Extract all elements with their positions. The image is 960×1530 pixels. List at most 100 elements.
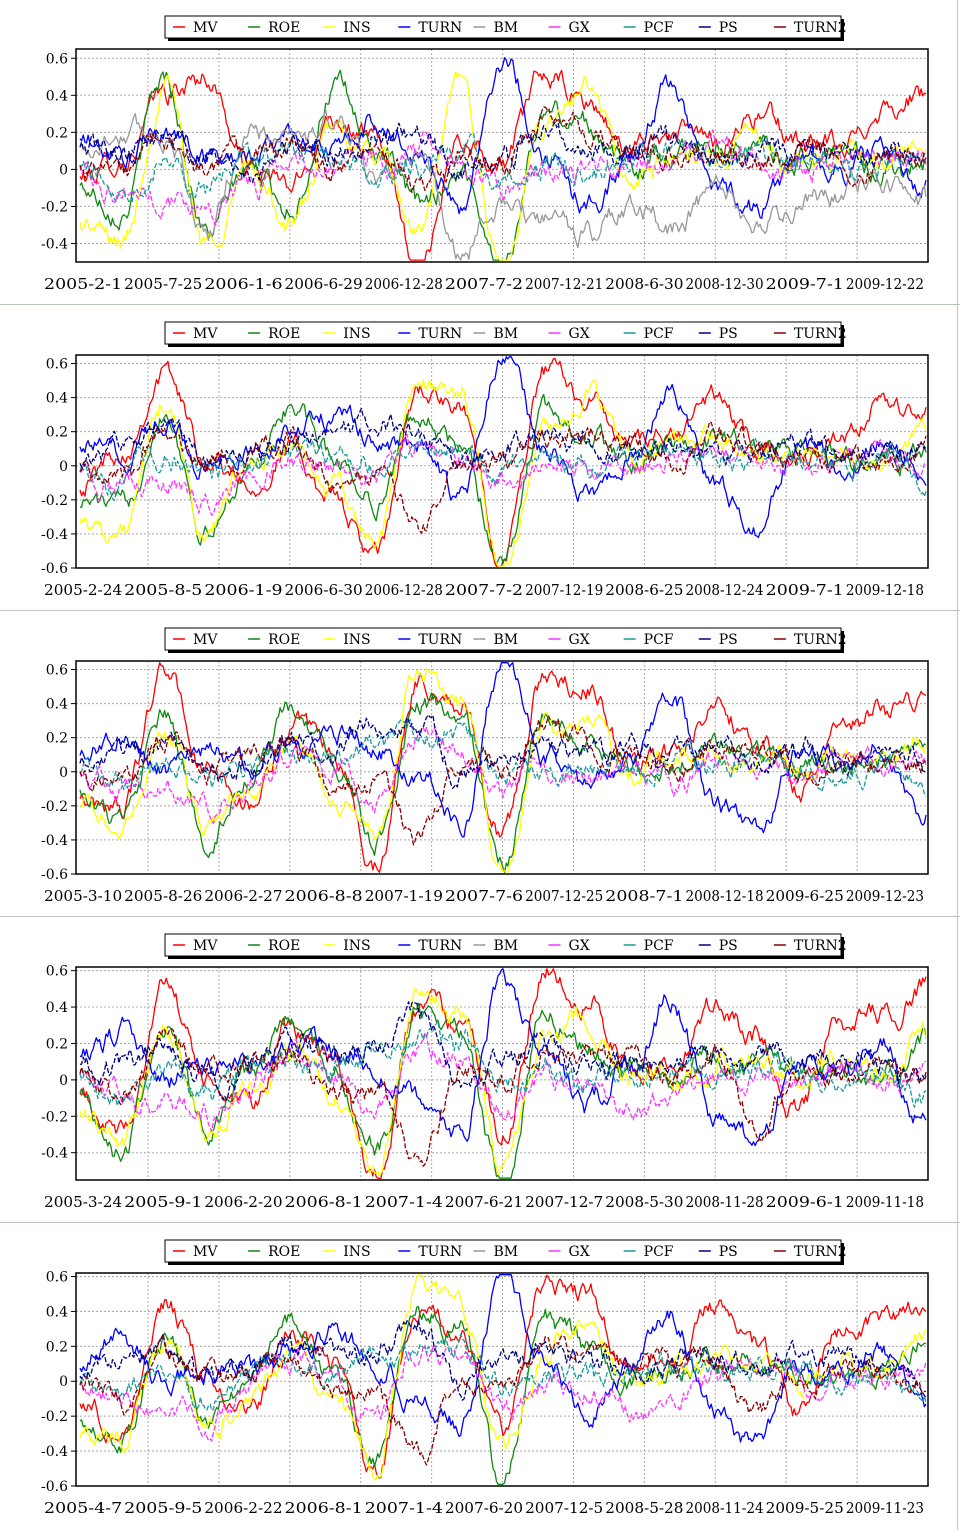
x-tick-label: 2009-5-25 xyxy=(766,1501,844,1517)
y-tick-label: -0.2 xyxy=(41,799,68,815)
x-tick-label: 2008-6-30 xyxy=(605,277,683,293)
plot-frame xyxy=(75,660,929,875)
x-tick-label: 2008-5-30 xyxy=(605,1195,683,1211)
y-tick-label: 0 xyxy=(59,1073,68,1089)
legend-label-ins: INS xyxy=(343,20,370,36)
panel-frame-edge xyxy=(957,918,958,1224)
legend-box xyxy=(164,321,842,345)
x-tick-label: 2006-6-30 xyxy=(285,583,363,599)
y-tick-label: -0.4 xyxy=(41,527,68,543)
plot-frame xyxy=(75,354,929,569)
legend-label-bm: BM xyxy=(493,1244,518,1260)
panel-separator xyxy=(0,610,960,611)
series-line-pcf xyxy=(79,132,927,203)
legend-label-turn2: TURN2 xyxy=(794,1244,847,1260)
chart-svg: 0.6 0.4 0.2 0 -0.2 -0.4 -0.6 2005-3-10 2005-8-26… xyxy=(41,627,929,905)
legend-label-turn2: TURN2 xyxy=(794,20,847,36)
y-tick-label: -0.6 xyxy=(41,867,68,883)
panel-frame-edge xyxy=(957,306,958,612)
legend-label-mv: MV xyxy=(193,326,218,342)
legend-label-turn2: TURN2 xyxy=(794,326,847,342)
legend-label-pcf: PCF xyxy=(644,938,674,954)
legend-label-turn: TURN xyxy=(418,632,462,648)
y-tick-label: 0.4 xyxy=(46,697,68,713)
x-tick-label: 2005-2-24 xyxy=(44,583,122,599)
chart-panel-5: 0.6 0.4 0.2 0 -0.2 -0.4 -0.6 2005-4-7 2005-9-5 20… xyxy=(0,1224,958,1530)
chart-panel-2: 0.6 0.4 0.2 0 -0.2 -0.4 -0.6 2005-2-24 2005-8-5 2… xyxy=(0,306,958,612)
legend-label-pcf: PCF xyxy=(644,1244,674,1260)
series-line-bm xyxy=(79,109,927,261)
x-tick-label: 2006-2-27 xyxy=(204,889,282,905)
legend-label-bm: BM xyxy=(493,326,518,342)
chart-panel-3: 0.6 0.4 0.2 0 -0.2 -0.4 -0.6 2005-3-10 2005-8-26… xyxy=(0,612,958,918)
y-tick-label: 0.2 xyxy=(46,1339,68,1355)
legend-label-turn: TURN xyxy=(418,1244,462,1260)
x-tick-label: 2008-11-28 xyxy=(685,1195,763,1211)
legend-label-roe: ROE xyxy=(268,326,300,342)
legend-label-ps: PS xyxy=(719,1244,738,1260)
series-line-turn2 xyxy=(79,715,927,846)
legend-label-bm: BM xyxy=(493,938,518,954)
legend-label-ins: INS xyxy=(343,632,370,648)
series-line-turn xyxy=(79,1274,927,1443)
legend-label-mv: MV xyxy=(193,20,218,36)
x-tick-label: 2007-7-6 xyxy=(445,889,523,905)
legend-label-ins: INS xyxy=(343,938,370,954)
x-tick-label: 2008-12-18 xyxy=(685,889,763,905)
series-line-pcf xyxy=(79,435,927,502)
x-tick-label: 2005-3-10 xyxy=(44,889,122,905)
series-line-turn2 xyxy=(79,1333,927,1466)
legend-box xyxy=(164,1239,842,1263)
x-tick-label: 2006-8-8 xyxy=(285,889,363,905)
legend-label-bm: BM xyxy=(493,632,518,648)
legend-label-gx: GX xyxy=(569,632,590,648)
x-tick-label: 2008-6-25 xyxy=(605,583,683,599)
x-tick-label: 2009-11-18 xyxy=(846,1195,924,1211)
legend-label-mv: MV xyxy=(193,1244,218,1260)
plot-frame xyxy=(75,1272,929,1487)
y-tick-label: 0.6 xyxy=(46,663,68,679)
legend-label-gx: GX xyxy=(569,1244,590,1260)
y-tick-label: -0.4 xyxy=(41,1444,68,1460)
x-tick-label: 2007-1-4 xyxy=(365,1195,443,1211)
legend-label-ps: PS xyxy=(719,326,738,342)
legend-label-roe: ROE xyxy=(268,938,300,954)
y-tick-label: 0.6 xyxy=(46,1269,68,1285)
x-tick-label: 2006-12-28 xyxy=(365,583,443,599)
series-line-mv xyxy=(79,69,927,261)
legend-label-roe: ROE xyxy=(268,20,300,36)
legend-label-pcf: PCF xyxy=(644,326,674,342)
x-tick-label: 2007-12-25 xyxy=(525,889,603,905)
y-tick-label: 0.2 xyxy=(46,731,68,747)
legend-label-turn2: TURN2 xyxy=(794,938,847,954)
series-line-turn xyxy=(79,356,927,539)
legend-label-pcf: PCF xyxy=(644,20,674,36)
legend-label-ps: PS xyxy=(719,938,738,954)
series-line-mv xyxy=(79,1274,927,1479)
series-line-pcf xyxy=(79,1333,927,1412)
y-tick-label: 0.4 xyxy=(46,1304,68,1320)
y-tick-label: 0 xyxy=(59,162,68,178)
legend-label-roe: ROE xyxy=(268,632,300,648)
series-line-turn2 xyxy=(79,106,927,194)
series-line-roe xyxy=(79,1002,927,1179)
x-tick-label: 2009-6-1 xyxy=(766,1195,844,1211)
x-tick-label: 2007-12-7 xyxy=(525,1195,603,1211)
x-tick-label: 2006-1-6 xyxy=(204,277,282,293)
x-tick-label: 2009-7-1 xyxy=(766,583,844,599)
y-tick-label: -0.2 xyxy=(41,1109,68,1125)
series-line-gx xyxy=(79,1344,927,1442)
x-tick-label: 2008-12-24 xyxy=(685,583,763,599)
y-tick-label: 0.2 xyxy=(46,1036,68,1052)
y-tick-label: 0.6 xyxy=(46,357,68,373)
y-tick-label: -0.2 xyxy=(41,1409,68,1425)
x-tick-label: 2009-6-25 xyxy=(766,889,844,905)
x-tick-label: 2005-7-25 xyxy=(124,277,202,293)
plot-frame xyxy=(75,966,929,1181)
y-tick-label: -0.4 xyxy=(41,236,68,252)
legend-label-gx: GX xyxy=(569,20,590,36)
series-line-ps xyxy=(79,407,927,469)
legend-label-ps: PS xyxy=(719,632,738,648)
